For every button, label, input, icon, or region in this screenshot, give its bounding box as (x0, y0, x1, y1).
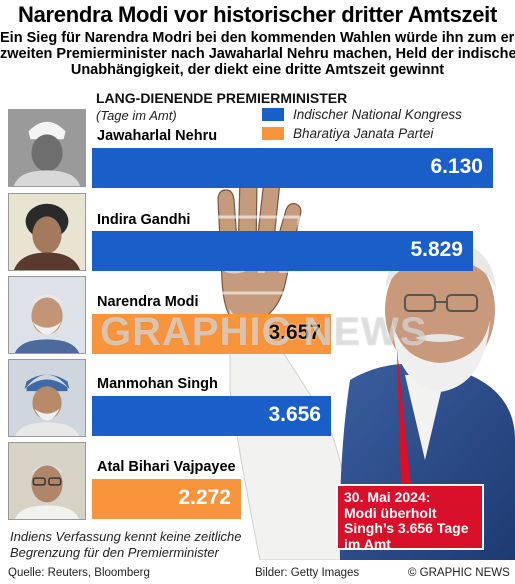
legend-label-inc: Indischer National Kongress (293, 107, 462, 122)
bar-manmohan-singh: 3.656 (92, 396, 331, 436)
subtitle-line: zweiten Premierminister nach Jawaharlal … (0, 46, 515, 62)
page-title: Narendra Modi vor historischer dritter A… (18, 2, 497, 27)
portrait-nehru (8, 109, 86, 187)
bar-value-label: 6.130 (430, 155, 483, 178)
pm-name-nehru: Jawaharlal Nehru (97, 128, 218, 144)
chart-title: LANG-DIENENDE PREMIERMINISTER (96, 90, 348, 106)
bar-indira-gandhi: 5.829 (92, 231, 473, 271)
pm-name-indira-gandhi: Indira Gandhi (97, 212, 191, 228)
callout-box: 30. Mai 2024: Modi überholt Singh’s 3.65… (336, 484, 484, 552)
subtitle: Ein Sieg für Narendra Modri bei den komm… (0, 30, 515, 78)
footnote-line: Indiens Verfassung kennt keine zeitliche (10, 529, 242, 544)
chart-unit-label: (Tage im Amt) (96, 108, 177, 123)
legend-swatch-bjp (262, 127, 284, 140)
footnote-line: Begrenzung für den Premierminister (10, 545, 219, 560)
portrait-atal-bihari-vajpayee (8, 442, 86, 520)
subtitle-line: Unabhängigkeit, der diekt eine dritte Am… (70, 62, 445, 78)
bar-value-label: 5.829 (410, 238, 463, 261)
callout-line: im Amt (344, 535, 391, 552)
legend-label-bjp: Bharatiya Janata Partei (293, 126, 434, 141)
portrait-narendra-modi (8, 276, 86, 354)
portrait-manmohan-singh (8, 359, 86, 437)
pm-name-narendra-modi: Narendra Modi (97, 294, 199, 310)
bar-atal-bihari-vajpayee: 2.272 (92, 479, 241, 519)
callout-pointer (397, 349, 411, 486)
portrait-indira-gandhi (8, 193, 86, 271)
footer: Quelle: Reuters, Bloomberg Bilder: Getty… (0, 564, 515, 584)
subtitle-line: Ein Sieg für Narendra Modri bei den komm… (0, 30, 515, 46)
footer-images: Bilder: Getty Images (255, 567, 360, 579)
watermark-text: GRAPHIC NEWS (100, 310, 428, 354)
bar-value-label: 2.272 (178, 486, 231, 509)
bar-narendra-modi: 3.657 (92, 314, 331, 354)
bar-nehru: 6.130 (92, 148, 493, 188)
footer-copyright: © GRAPHIC NEWS (408, 567, 510, 579)
bar-value-label: 3.656 (268, 403, 321, 426)
pm-name-atal-bihari-vajpayee: Atal Bihari Vajpayee (97, 459, 236, 475)
callout-line: Modi überholt (344, 504, 437, 521)
pm-name-manmohan-singh: Manmohan Singh (97, 376, 218, 392)
callout-line: Singh’s 3.656 Tage (344, 520, 469, 536)
bar-value-label: 3.657 (268, 321, 321, 344)
footer-source: Quelle: Reuters, Bloomberg (8, 567, 150, 579)
legend-item-bjp: Bharatiya Janata Partei (262, 126, 433, 141)
legend-swatch-inc (262, 108, 284, 121)
legend-item-inc: Indischer National Kongress (262, 107, 462, 122)
footnote: Indiens Verfassung kennt keine zeitliche… (10, 529, 242, 561)
callout-line: 30. Mai 2024: (344, 489, 431, 505)
